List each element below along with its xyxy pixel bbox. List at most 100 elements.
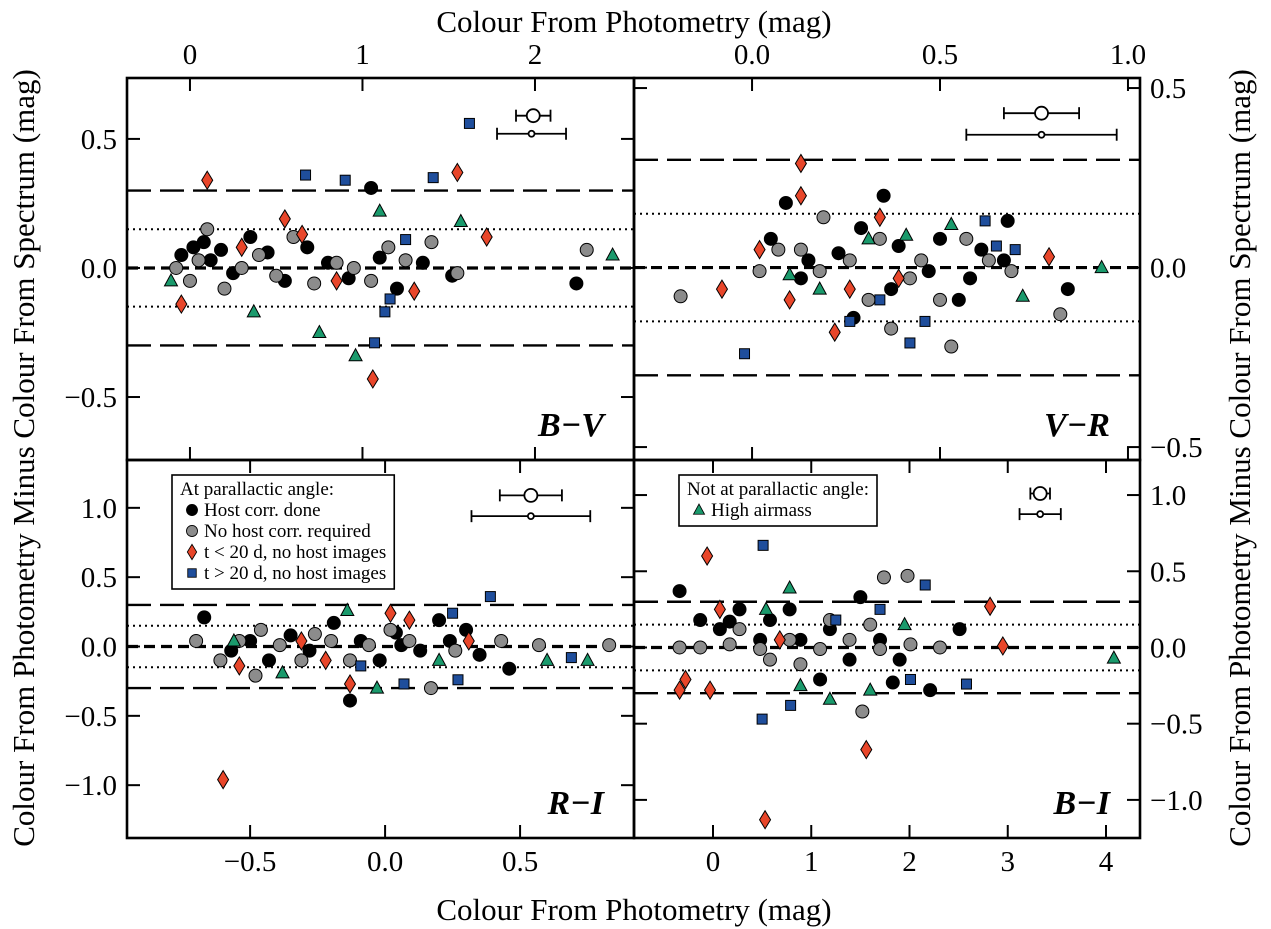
point	[300, 169, 312, 181]
point	[873, 207, 886, 228]
point	[739, 348, 751, 360]
point	[196, 235, 211, 250]
point	[876, 188, 891, 203]
panel-frame	[632, 458, 1142, 840]
y-tick-label: −1.0	[64, 770, 117, 802]
point	[762, 652, 777, 667]
point	[531, 638, 546, 653]
point	[842, 632, 857, 647]
point	[342, 693, 357, 708]
x-tick-label: 0.5	[502, 846, 538, 878]
point	[900, 568, 915, 583]
point	[307, 276, 322, 291]
point	[187, 568, 197, 578]
point	[933, 292, 948, 307]
point	[294, 653, 309, 668]
legend-label: No host corr. required	[204, 521, 371, 542]
y-tick-label: −0.5	[1150, 709, 1203, 741]
point	[898, 227, 914, 241]
point	[914, 253, 929, 268]
point	[539, 652, 555, 666]
x-tick-label: 0.5	[922, 39, 958, 71]
point	[451, 162, 464, 183]
point	[330, 270, 343, 291]
y-tick-label: −1.0	[1150, 785, 1203, 817]
y-tick-label: 0.5	[1150, 556, 1186, 588]
point	[235, 237, 248, 258]
panel-label: R−I	[546, 785, 605, 822]
legend-label: High airmass	[711, 500, 812, 521]
point	[200, 222, 215, 237]
point	[872, 231, 887, 246]
point	[771, 242, 786, 257]
point	[753, 642, 768, 656]
legend-box	[171, 474, 396, 590]
point	[169, 260, 184, 275]
point	[319, 650, 332, 671]
point	[431, 652, 447, 666]
point	[472, 647, 487, 662]
point	[813, 642, 828, 656]
point	[732, 622, 747, 637]
point	[892, 652, 907, 667]
point	[342, 653, 357, 668]
point	[213, 653, 228, 668]
point	[364, 273, 379, 288]
point	[355, 660, 367, 672]
point	[203, 253, 218, 268]
point	[348, 347, 363, 362]
point	[307, 627, 322, 642]
panel: 0.0 0.5 1.0−0.50.00.5V−R	[632, 39, 1203, 464]
point	[447, 607, 459, 619]
point	[673, 289, 688, 304]
point	[762, 613, 777, 628]
x-tick-label: 0	[706, 846, 721, 878]
point	[672, 584, 687, 599]
point	[296, 224, 309, 245]
point	[844, 315, 856, 327]
point	[713, 599, 726, 620]
y-tick-label: 0.5	[81, 124, 117, 156]
point	[372, 250, 387, 265]
legend-label: Host corr. done	[204, 500, 321, 521]
point	[163, 272, 179, 287]
point	[943, 216, 959, 230]
legend-title: At parallactic angle:	[180, 479, 334, 500]
point	[424, 235, 439, 250]
point	[602, 638, 617, 653]
y-tick-label: 0.0	[81, 253, 117, 285]
point	[904, 337, 916, 349]
point	[462, 630, 475, 651]
x-tick-label: 4	[1099, 846, 1114, 878]
point	[379, 306, 391, 318]
point	[703, 680, 717, 701]
point	[692, 503, 706, 515]
point	[715, 279, 729, 300]
point	[191, 253, 206, 268]
point	[283, 628, 298, 643]
point	[275, 664, 290, 679]
point	[369, 680, 385, 694]
point	[346, 260, 361, 275]
point	[693, 613, 708, 628]
point	[453, 213, 469, 228]
point	[502, 661, 517, 676]
point	[944, 339, 959, 354]
point	[773, 629, 786, 650]
point	[186, 525, 198, 537]
y-tick-label: −0.5	[1150, 432, 1203, 464]
point	[862, 682, 878, 696]
point	[324, 633, 339, 648]
point	[952, 622, 967, 637]
point	[402, 633, 417, 648]
error-bar	[1003, 105, 1080, 121]
point	[343, 673, 357, 694]
error-bar	[515, 108, 552, 124]
error-bar-marker	[527, 129, 536, 138]
point	[884, 282, 899, 297]
point	[919, 315, 931, 327]
error-bar	[1018, 508, 1062, 521]
point	[329, 255, 344, 270]
